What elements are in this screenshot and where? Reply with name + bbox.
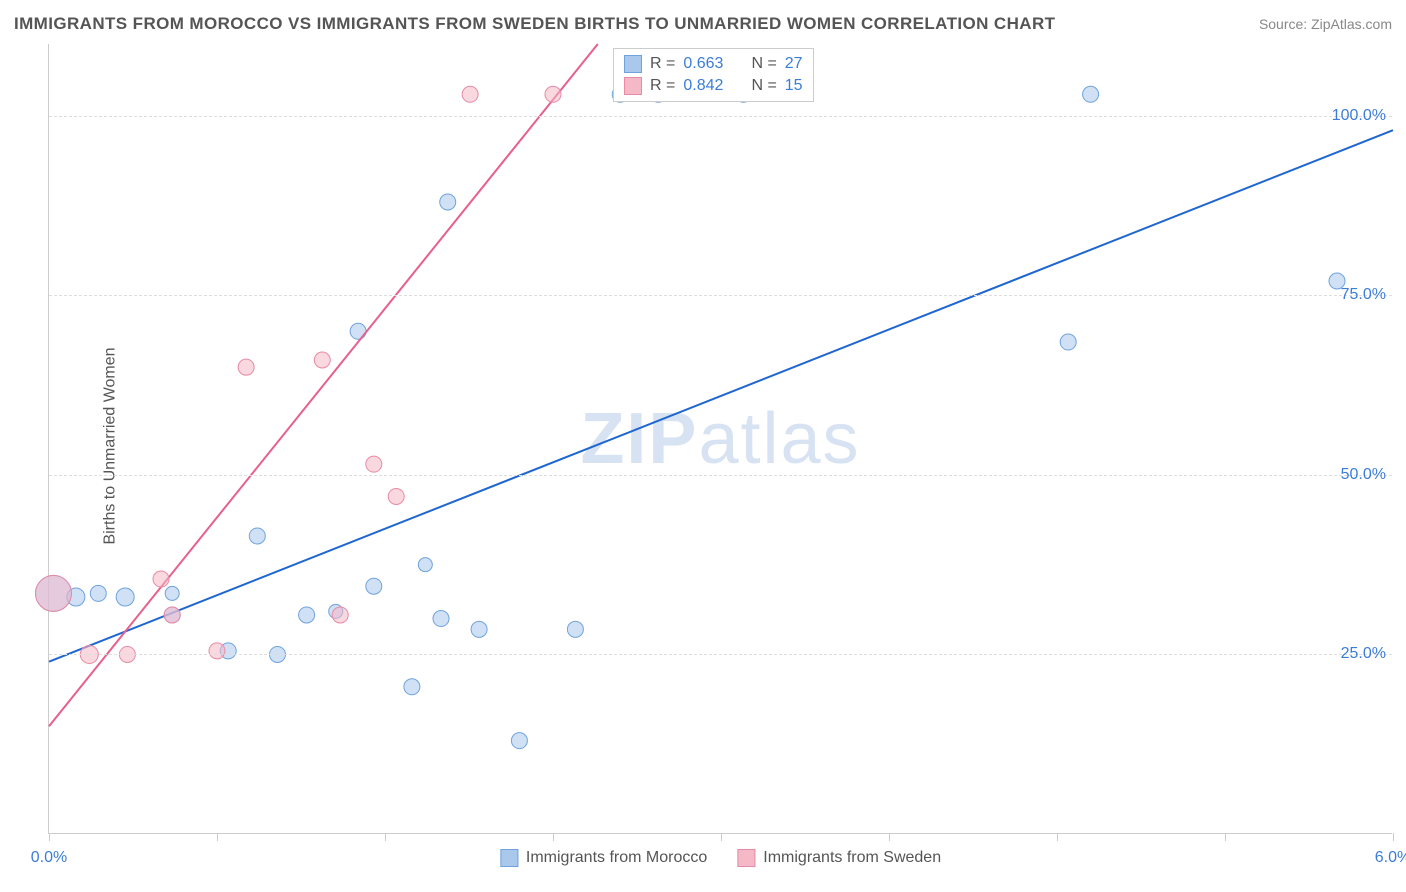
x-tick-label: 6.0% <box>1375 849 1406 867</box>
x-tick <box>553 833 554 841</box>
gridline <box>49 295 1392 296</box>
trend-line <box>49 130 1393 661</box>
gridline <box>49 116 1392 117</box>
legend-stats-box: R = 0.663 N = 27 R = 0.842 N = 15 <box>613 48 814 102</box>
data-point <box>462 86 478 102</box>
x-tick <box>1225 833 1226 841</box>
data-point <box>164 607 180 623</box>
data-point <box>116 588 134 606</box>
x-tick <box>889 833 890 841</box>
y-tick-label: 75.0% <box>1341 286 1386 304</box>
x-tick-label: 0.0% <box>31 849 67 867</box>
data-point <box>545 86 561 102</box>
y-tick-label: 100.0% <box>1332 107 1386 125</box>
legend-swatch <box>624 77 642 95</box>
data-point <box>35 575 71 611</box>
bottom-legend-label: Immigrants from Sweden <box>763 849 941 867</box>
bottom-legend-item: Immigrants from Sweden <box>737 849 941 867</box>
legend-swatch <box>737 849 755 867</box>
bottom-legend: Immigrants from Morocco Immigrants from S… <box>500 849 941 867</box>
x-tick <box>1057 833 1058 841</box>
data-point <box>153 571 169 587</box>
x-tick <box>49 833 50 841</box>
data-point <box>388 488 404 504</box>
data-point <box>511 733 527 749</box>
legend-r-label: R = <box>650 77 675 95</box>
legend-stats-row: R = 0.842 N = 15 <box>624 75 803 97</box>
data-point <box>404 679 420 695</box>
y-tick-label: 50.0% <box>1341 466 1386 484</box>
data-point <box>418 558 432 572</box>
data-point <box>433 611 449 627</box>
chart-source: Source: ZipAtlas.com <box>1259 16 1392 32</box>
plot-area: ZIPatlas R =0.663N =27R =0.842N =15 Immi… <box>48 44 1392 834</box>
data-point <box>299 607 315 623</box>
data-point <box>209 643 225 659</box>
legend-swatch <box>624 55 642 73</box>
bottom-legend-item: Immigrants from Morocco <box>500 849 707 867</box>
legend-r-value: 0.842 <box>683 77 723 95</box>
legend-stats-row: R = 0.663 N = 27 <box>624 53 803 75</box>
chart-header: IMMIGRANTS FROM MOROCCO VS IMMIGRANTS FR… <box>14 10 1392 38</box>
data-point <box>1083 86 1099 102</box>
x-tick <box>217 833 218 841</box>
data-point <box>238 359 254 375</box>
data-point <box>350 323 366 339</box>
plot-svg <box>49 44 1392 833</box>
bottom-legend-label: Immigrants from Morocco <box>526 849 707 867</box>
legend-n-value: 15 <box>785 77 803 95</box>
data-point <box>366 456 382 472</box>
y-tick-label: 25.0% <box>1341 645 1386 663</box>
gridline <box>49 475 1392 476</box>
x-tick <box>385 833 386 841</box>
legend-swatch <box>500 849 518 867</box>
legend-n-label: N = <box>751 55 776 73</box>
legend-r-label: R = <box>650 55 675 73</box>
data-point <box>314 352 330 368</box>
data-point <box>567 621 583 637</box>
chart-title: IMMIGRANTS FROM MOROCCO VS IMMIGRANTS FR… <box>14 14 1055 34</box>
x-tick <box>1393 833 1394 841</box>
data-point <box>440 194 456 210</box>
data-point <box>1060 334 1076 350</box>
data-point <box>366 578 382 594</box>
x-tick <box>721 833 722 841</box>
trend-line <box>49 44 598 726</box>
data-point <box>90 585 106 601</box>
data-point <box>332 607 348 623</box>
data-point <box>165 586 179 600</box>
data-point <box>249 528 265 544</box>
legend-n-label: N = <box>751 77 776 95</box>
gridline <box>49 654 1392 655</box>
legend-r-value: 0.663 <box>683 55 723 73</box>
legend-n-value: 27 <box>785 55 803 73</box>
data-point <box>471 621 487 637</box>
